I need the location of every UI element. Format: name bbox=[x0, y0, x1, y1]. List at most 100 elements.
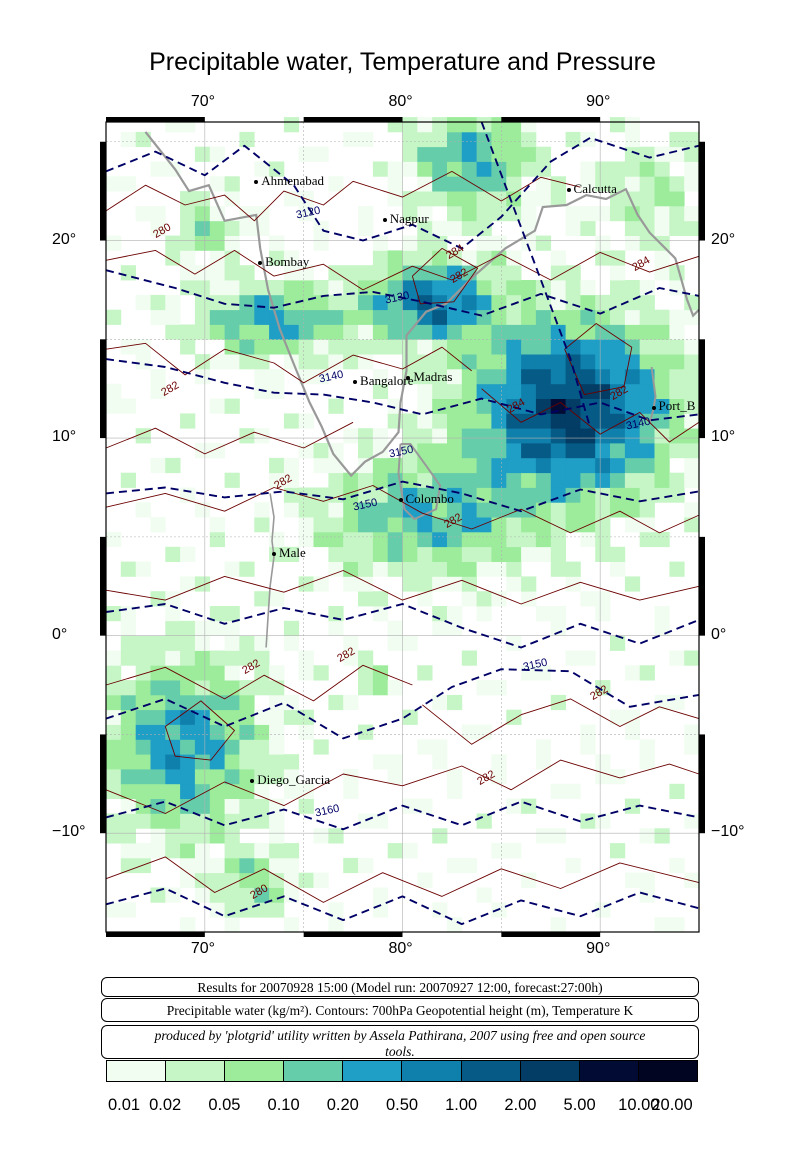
pw-cell bbox=[254, 294, 270, 311]
pw-cell bbox=[328, 620, 344, 636]
pw-cell bbox=[239, 220, 255, 236]
pw-cell bbox=[106, 650, 122, 666]
pw-cell bbox=[521, 531, 537, 548]
pw-cell bbox=[521, 354, 537, 370]
pw-cell bbox=[580, 813, 596, 829]
pw-cell bbox=[447, 694, 463, 711]
pw-cell bbox=[180, 265, 196, 281]
pw-cell bbox=[580, 294, 596, 311]
pw-cell bbox=[654, 606, 670, 622]
pw-cell bbox=[476, 191, 492, 207]
pw-cell bbox=[343, 309, 359, 325]
pw-cell bbox=[343, 783, 359, 799]
pw-cell bbox=[550, 413, 566, 429]
pw-cell bbox=[491, 235, 507, 251]
pw-cell bbox=[165, 739, 181, 755]
pw-cell bbox=[224, 339, 240, 355]
pw-cell bbox=[565, 457, 581, 474]
pw-cell bbox=[387, 280, 403, 296]
pw-cell bbox=[150, 680, 166, 696]
pw-cell bbox=[224, 917, 240, 933]
pw-cell bbox=[580, 517, 596, 533]
colorbar-tick-label: 0.01 bbox=[107, 1096, 141, 1114]
temperature-contour bbox=[411, 247, 479, 305]
pw-cell bbox=[417, 161, 433, 177]
pw-cell bbox=[461, 354, 477, 370]
pw-cell bbox=[224, 887, 240, 903]
pw-cell bbox=[402, 235, 418, 251]
pw-cell bbox=[372, 561, 389, 577]
pw-cell bbox=[283, 309, 300, 325]
frame-tick-lat bbox=[699, 734, 705, 834]
pw-cell bbox=[595, 294, 611, 311]
pw-cell bbox=[550, 428, 566, 444]
pw-cell bbox=[565, 280, 581, 296]
temperature-contours bbox=[105, 170, 700, 903]
pw-cell bbox=[565, 339, 581, 355]
pw-cell bbox=[372, 517, 389, 533]
pw-cell bbox=[150, 457, 166, 474]
pw-cell bbox=[269, 591, 285, 607]
map-title: Precipitable water, Temperature and Pres… bbox=[149, 48, 656, 76]
pw-cell bbox=[269, 339, 285, 355]
colorbar-swatch bbox=[225, 1061, 285, 1081]
pw-cell bbox=[580, 369, 596, 385]
pw-cell bbox=[639, 872, 655, 888]
pw-cell bbox=[417, 428, 433, 444]
pw-cell bbox=[254, 902, 270, 918]
pw-cell bbox=[402, 161, 418, 177]
pw-cell bbox=[328, 294, 344, 311]
pw-cell bbox=[654, 309, 670, 325]
lat-tick-label-right: −10° bbox=[711, 823, 745, 841]
city-dot-icon bbox=[250, 778, 255, 783]
pw-cell bbox=[506, 798, 522, 814]
pw-cell bbox=[447, 206, 463, 222]
pw-cell bbox=[595, 517, 611, 533]
pw-cell bbox=[639, 398, 655, 414]
pw-cell bbox=[535, 517, 552, 533]
pw-cell bbox=[684, 428, 700, 444]
pw-cell bbox=[654, 206, 670, 222]
pw-cell bbox=[239, 872, 255, 888]
pw-cell bbox=[269, 161, 285, 177]
pw-cell bbox=[358, 280, 374, 296]
pw-cell bbox=[447, 783, 463, 799]
pw-cell bbox=[476, 443, 492, 459]
pw-cell bbox=[180, 250, 196, 266]
pw-cell bbox=[521, 383, 537, 399]
pw-cell bbox=[194, 709, 211, 725]
pw-cell bbox=[135, 650, 151, 666]
city-label: Madras bbox=[413, 368, 453, 384]
pw-cell bbox=[491, 546, 507, 562]
pw-cell bbox=[120, 635, 136, 651]
pw-cell bbox=[491, 294, 507, 311]
pw-cell bbox=[521, 294, 537, 311]
frame-tick-lat bbox=[699, 536, 705, 636]
pw-cell bbox=[506, 191, 522, 207]
pw-cell bbox=[387, 546, 403, 562]
pw-cell bbox=[669, 176, 685, 192]
pw-cell bbox=[283, 709, 300, 725]
pw-cell bbox=[684, 398, 700, 414]
pw-cell bbox=[402, 428, 418, 444]
pw-cell bbox=[298, 369, 314, 385]
pw-cell bbox=[343, 561, 359, 577]
pw-cell bbox=[580, 280, 596, 296]
pw-cell bbox=[610, 769, 626, 785]
pw-cell bbox=[595, 369, 611, 385]
pw-cell bbox=[254, 887, 270, 903]
pw-cell bbox=[669, 309, 685, 325]
pw-cell bbox=[684, 650, 700, 666]
pw-cell bbox=[476, 457, 492, 474]
pw-cell bbox=[328, 902, 344, 918]
pw-cell bbox=[461, 546, 477, 562]
city-marker: Diego_Garcia bbox=[250, 772, 330, 788]
pw-cell bbox=[120, 902, 136, 918]
pw-cell bbox=[239, 843, 255, 859]
pw-cell bbox=[165, 235, 181, 251]
pw-cell bbox=[224, 294, 240, 311]
pw-cell bbox=[565, 857, 581, 874]
height-contour bbox=[105, 603, 700, 649]
pw-cell bbox=[535, 309, 552, 325]
pw-cell bbox=[639, 176, 655, 192]
